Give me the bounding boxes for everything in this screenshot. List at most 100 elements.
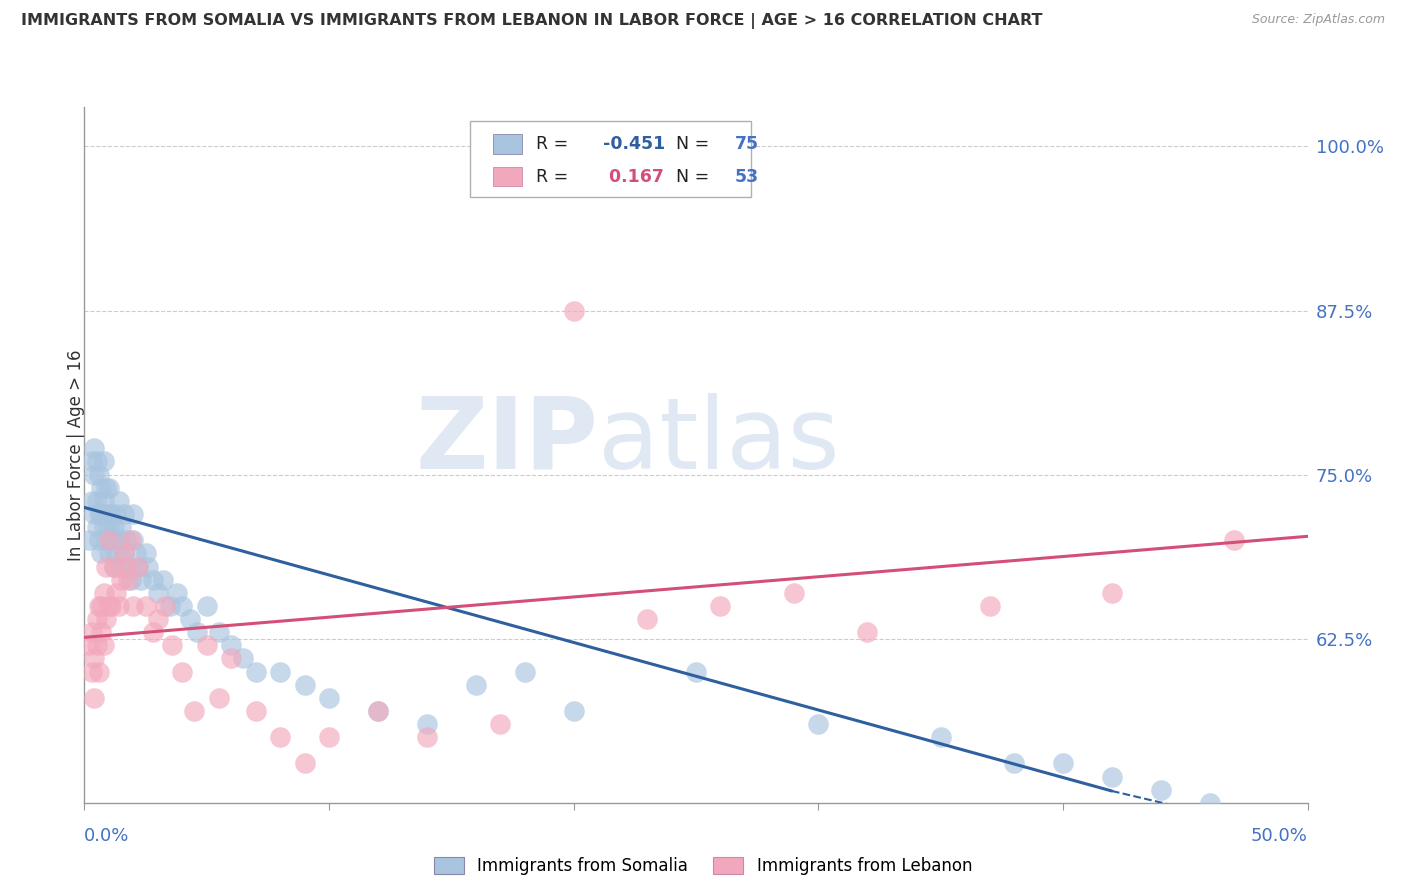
Point	[83, 442, 105, 456]
Point	[856, 625, 879, 640]
Point	[110, 520, 132, 534]
Point	[183, 704, 205, 718]
Point	[112, 546, 135, 560]
Point	[77, 533, 100, 548]
Point	[142, 625, 165, 640]
Point	[80, 494, 103, 508]
Point	[269, 730, 291, 744]
Point	[96, 559, 118, 574]
Point	[1223, 533, 1246, 548]
Point	[83, 507, 105, 521]
Point	[367, 704, 389, 718]
Point	[172, 599, 194, 613]
Point	[97, 481, 120, 495]
Point	[125, 546, 148, 560]
Point	[195, 638, 218, 652]
Point	[90, 599, 112, 613]
Point	[135, 546, 157, 560]
Point	[122, 507, 145, 521]
Point	[87, 665, 110, 679]
Point	[112, 507, 135, 521]
Point	[100, 599, 122, 613]
Point	[636, 612, 658, 626]
Point	[186, 625, 208, 640]
Point	[208, 690, 231, 705]
Point	[129, 573, 152, 587]
Point	[86, 494, 108, 508]
Point	[1150, 782, 1173, 797]
Point	[93, 638, 115, 652]
Point	[93, 494, 115, 508]
Text: N =: N =	[676, 135, 716, 153]
Point	[166, 586, 188, 600]
Point	[90, 625, 112, 640]
Point	[783, 586, 806, 600]
Point	[107, 494, 129, 508]
Point	[100, 507, 122, 521]
Point	[112, 546, 135, 560]
Point	[416, 730, 439, 744]
FancyBboxPatch shape	[494, 167, 522, 186]
Point	[709, 599, 731, 613]
Point	[83, 467, 105, 482]
Point	[807, 717, 830, 731]
Point	[117, 573, 139, 587]
Point	[562, 704, 585, 718]
Text: -0.451: -0.451	[603, 135, 665, 153]
Point	[96, 533, 118, 548]
Point	[294, 756, 316, 771]
Point	[77, 638, 100, 652]
Point	[115, 533, 138, 548]
Point	[96, 507, 118, 521]
Point	[318, 690, 340, 705]
Point	[464, 678, 486, 692]
Point	[115, 559, 138, 574]
Point	[153, 599, 176, 613]
Text: 50.0%: 50.0%	[1251, 827, 1308, 845]
FancyBboxPatch shape	[494, 134, 522, 153]
Point	[83, 690, 105, 705]
Point	[93, 454, 115, 468]
Text: R =: R =	[536, 135, 574, 153]
Y-axis label: In Labor Force | Age > 16: In Labor Force | Age > 16	[67, 349, 84, 561]
Text: Source: ZipAtlas.com: Source: ZipAtlas.com	[1251, 13, 1385, 27]
Legend: Immigrants from Somalia, Immigrants from Lebanon: Immigrants from Somalia, Immigrants from…	[427, 850, 979, 882]
Point	[103, 520, 125, 534]
Point	[162, 638, 184, 652]
Point	[245, 704, 267, 718]
Point	[87, 599, 110, 613]
Point	[96, 481, 118, 495]
Point	[294, 678, 316, 692]
FancyBboxPatch shape	[470, 121, 751, 197]
Point	[416, 717, 439, 731]
Point	[367, 704, 389, 718]
Point	[146, 586, 169, 600]
Point	[685, 665, 707, 679]
Text: N =: N =	[676, 168, 716, 186]
Point	[152, 573, 174, 587]
Point	[1198, 796, 1220, 810]
Point	[1052, 756, 1074, 771]
Point	[219, 638, 242, 652]
Point	[1101, 586, 1123, 600]
Point	[103, 559, 125, 574]
Point	[929, 730, 952, 744]
Point	[120, 533, 142, 548]
Text: 75: 75	[735, 135, 759, 153]
Point	[90, 546, 112, 560]
Point	[105, 546, 128, 560]
Text: 0.167: 0.167	[603, 168, 664, 186]
Point	[105, 507, 128, 521]
Point	[127, 559, 149, 574]
Point	[107, 599, 129, 613]
Point	[96, 612, 118, 626]
Point	[122, 533, 145, 548]
Point	[80, 625, 103, 640]
Point	[1101, 770, 1123, 784]
Point	[103, 559, 125, 574]
Point	[219, 651, 242, 665]
Point	[979, 599, 1001, 613]
Point	[93, 520, 115, 534]
Point	[135, 599, 157, 613]
Text: atlas: atlas	[598, 392, 839, 490]
